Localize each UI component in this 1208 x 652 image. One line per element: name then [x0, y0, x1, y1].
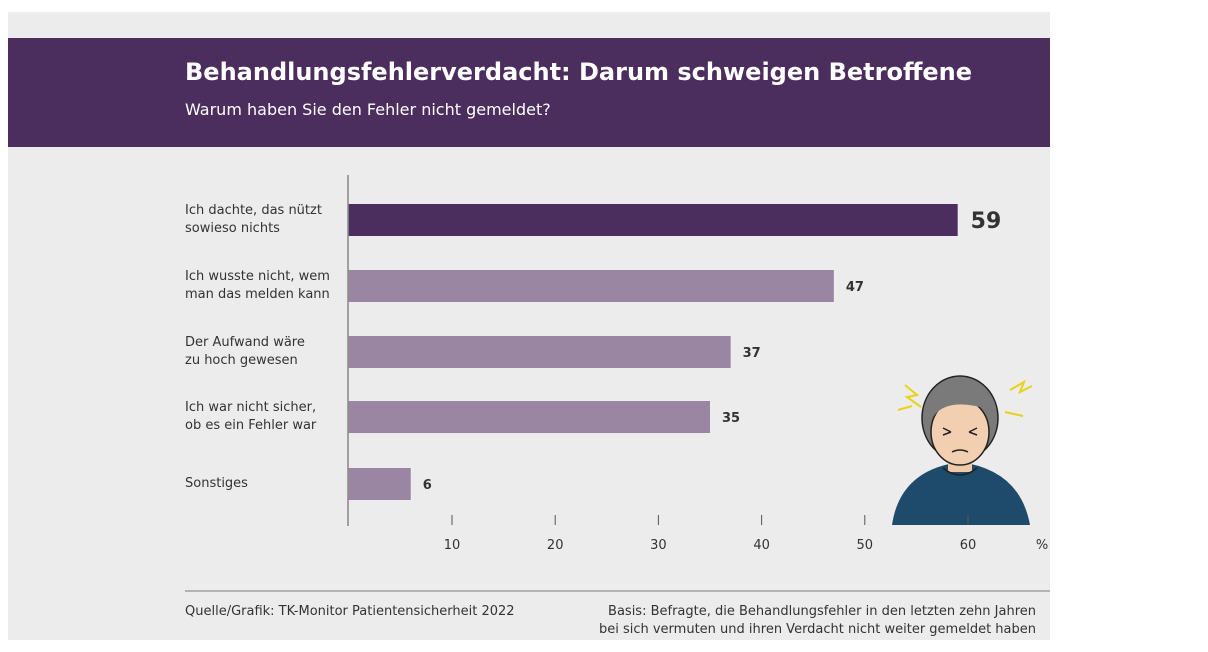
- category-label: Ich war nicht sicher, ob es ein Fehler w…: [185, 399, 345, 435]
- bar: [349, 336, 731, 368]
- category-label: Der Aufwand wäre zu hoch gewesen: [185, 334, 345, 370]
- x-tick-label: 60: [960, 538, 977, 553]
- chart-subtitle: Warum haben Sie den Fehler nicht gemelde…: [185, 100, 551, 119]
- x-tick-label: 10: [444, 538, 461, 553]
- value-label: 59: [971, 209, 1002, 234]
- chart: Behandlungsfehlerverdacht: Darum schweig…: [0, 0, 1208, 652]
- note: Basis: Befragte, die Behandlungsfehler i…: [599, 603, 1036, 639]
- value-label: 6: [423, 478, 432, 493]
- bar: [349, 401, 710, 433]
- header: [8, 38, 1050, 147]
- source: Quelle/Grafik: TK-Monitor Patientensiche…: [185, 603, 515, 621]
- x-tick-label: 20: [547, 538, 564, 553]
- x-axis-unit: %: [1036, 538, 1048, 553]
- bar: [349, 270, 834, 302]
- value-label: 47: [846, 280, 864, 295]
- category-label: Ich wusste nicht, wem man das melden kan…: [185, 268, 345, 304]
- x-tick-label: 50: [857, 538, 874, 553]
- value-label: 35: [722, 411, 740, 426]
- category-label: Sonstiges: [185, 475, 345, 493]
- category-label: Ich dachte, das nützt sowieso nichts: [185, 202, 345, 238]
- bar: [349, 468, 411, 500]
- chart-title: Behandlungsfehlerverdacht: Darum schweig…: [185, 58, 972, 86]
- x-tick-label: 30: [650, 538, 667, 553]
- value-label: 37: [743, 346, 761, 361]
- page: Behandlungsfehlerverdacht: Darum schweig…: [0, 0, 1208, 652]
- x-tick-label: 40: [753, 538, 770, 553]
- bar: [349, 204, 958, 236]
